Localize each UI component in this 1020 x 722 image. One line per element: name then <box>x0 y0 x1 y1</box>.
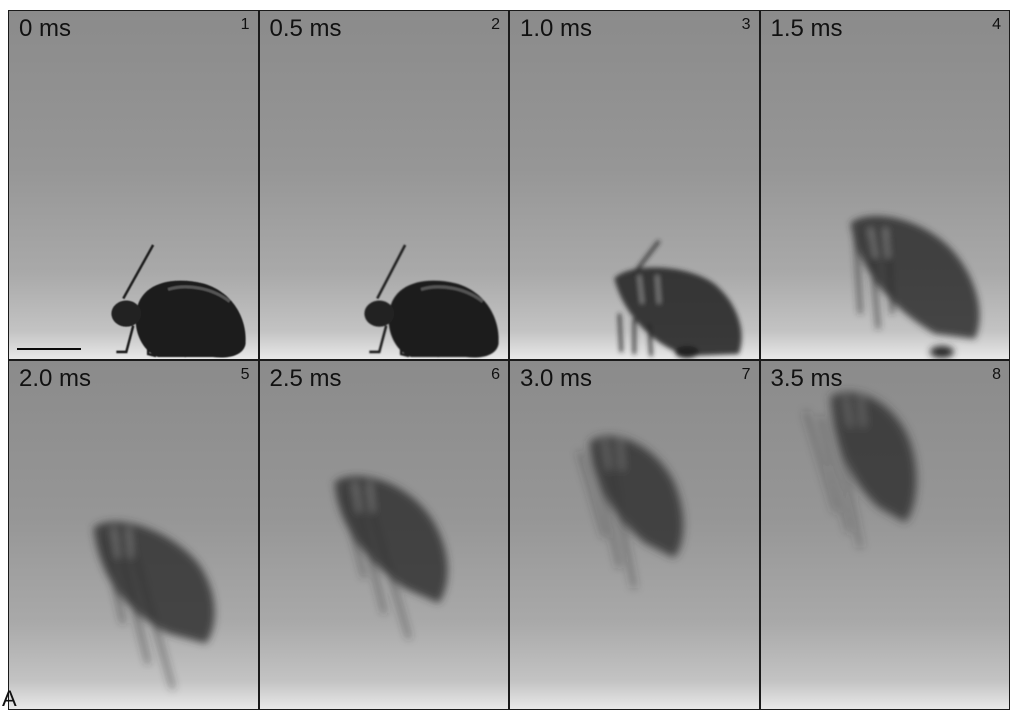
frame-1: 0 ms 1 <box>9 11 258 359</box>
frame-6: 2.5 ms 6 <box>259 361 508 709</box>
frame-4: 1.5 ms 4 <box>760 11 1009 359</box>
frame-time-label: 0.5 ms <box>269 15 342 42</box>
frame-time-label: 1.0 ms <box>520 15 593 42</box>
panel-label: A <box>2 686 17 711</box>
beetle-frame-8-image <box>803 392 916 549</box>
frame-number: 1 <box>240 16 250 33</box>
beetle-frame-7-image <box>577 435 684 589</box>
frame-time-label: 3.0 ms <box>520 365 593 392</box>
frame-2: 0.5 ms 2 <box>259 11 508 359</box>
frame-8: 3.5 ms 8 <box>760 361 1009 709</box>
beetle-frame-2-image <box>363 244 499 358</box>
beetle-frame-6-image <box>334 475 448 639</box>
frame-number: 5 <box>240 366 250 383</box>
frame-time-label: 2.5 ms <box>269 365 342 392</box>
frame-time-label: 2.0 ms <box>19 365 92 392</box>
frame-3: 1.0 ms 3 <box>510 11 759 359</box>
beetle-frame-3-image <box>614 240 742 358</box>
beetle-frame-1-image <box>111 244 246 358</box>
frame-number: 6 <box>491 366 500 383</box>
frame-5: 2.0 ms 5 <box>9 361 258 709</box>
scale-bar <box>17 348 81 350</box>
frame-time-label: 1.5 ms <box>770 15 843 42</box>
frame-number: 3 <box>741 16 751 33</box>
frame-number: 8 <box>992 366 1001 383</box>
high-speed-photo-sequence: 0 ms 1 0.5 ms 2 <box>8 10 1010 710</box>
frame-number: 7 <box>741 366 751 383</box>
frame-time-label: 0 ms <box>19 15 72 42</box>
beetle-frame-5-image <box>93 521 215 690</box>
frame-grid: 0 ms 1 0.5 ms 2 <box>8 10 1010 710</box>
frame-7: 3.0 ms 7 <box>510 361 759 709</box>
frame-time-label: 3.5 ms <box>770 365 843 392</box>
frame-number: 2 <box>491 16 500 33</box>
beetle-frame-4-image <box>849 216 980 358</box>
frame-number: 4 <box>992 16 1001 33</box>
